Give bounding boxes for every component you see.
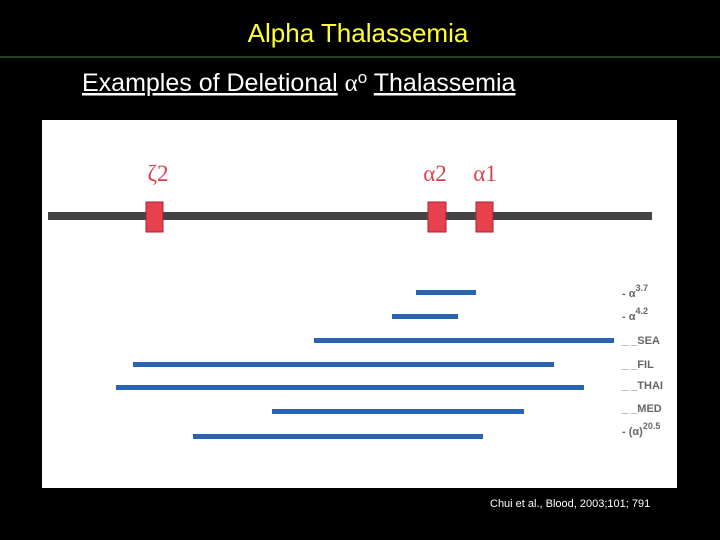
gene-box — [475, 201, 494, 233]
gene-box — [145, 201, 164, 233]
deletion-bar — [116, 385, 584, 390]
deletion-bar — [272, 409, 524, 414]
deletion-bar — [133, 362, 554, 367]
gene-label: α1 — [473, 161, 497, 186]
deletion-name: _ _MED — [621, 403, 662, 415]
subtitle-sup: o — [358, 68, 367, 87]
deletion-label: - (α)20.5 — [622, 421, 660, 438]
deletion-name: _ _THAI — [621, 380, 663, 392]
deletion-sup: 3.7 — [635, 283, 648, 293]
subtitle-symbol: α — [345, 70, 358, 97]
deletion-label: - α3.7 — [622, 283, 648, 300]
deletion-sup: 4.2 — [635, 306, 648, 316]
deletion-name: _ _FIL — [621, 359, 654, 371]
deletion-sup: 20.5 — [643, 421, 661, 431]
deletion-bar — [416, 290, 476, 295]
gene-box — [427, 201, 447, 233]
deletion-name: - α — [622, 288, 636, 300]
deletion-label: _ _MED — [621, 403, 662, 415]
figure-panel — [42, 120, 677, 488]
title: Alpha Thalassemia — [248, 18, 469, 48]
subtitle-text: Examples of Deletional — [82, 69, 338, 97]
deletion-labels: - α3.7- α4.2_ _SEA_ _FIL_ _THAI_ _MED- (… — [621, 283, 663, 438]
deletion-name: - α — [622, 311, 636, 323]
subtitle: Examples of Deletional αo Thalassemia — [82, 61, 516, 97]
gene-label: ζ2 — [147, 161, 168, 186]
deletion-label: - α4.2 — [622, 306, 648, 323]
deletion-name: _ _SEA — [621, 335, 660, 347]
deletion-bar — [314, 338, 614, 343]
deletion-name: - (α) — [622, 426, 643, 438]
subtitle-text: Thalassemia — [374, 69, 516, 97]
deletion-bar — [193, 434, 483, 439]
gene-label: α2 — [423, 161, 447, 186]
deletion-bar — [392, 314, 458, 319]
citation: Chui et al., Blood, 2003;101; 791 — [490, 498, 650, 510]
deletion-label: _ _FIL — [621, 359, 654, 371]
deletion-label: _ _THAI — [621, 380, 663, 392]
deletion-label: _ _SEA — [621, 335, 660, 347]
